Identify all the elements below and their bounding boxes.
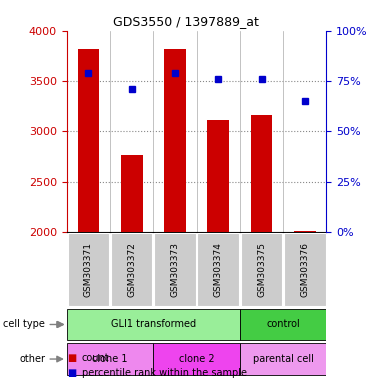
Text: count: count	[82, 353, 109, 363]
Text: GSM303371: GSM303371	[84, 242, 93, 297]
Text: other: other	[19, 354, 45, 364]
Text: ■: ■	[67, 353, 76, 363]
Bar	[294, 231, 316, 232]
Text: ■: ■	[67, 368, 76, 378]
FancyBboxPatch shape	[240, 343, 326, 374]
Text: GSM303373: GSM303373	[171, 242, 180, 297]
Text: GSM303375: GSM303375	[257, 242, 266, 297]
Bar	[78, 49, 99, 232]
Bar	[164, 49, 186, 232]
Text: GSM303376: GSM303376	[301, 242, 309, 297]
Text: GLI1 transformed: GLI1 transformed	[111, 319, 196, 329]
FancyBboxPatch shape	[197, 233, 239, 306]
Bar	[251, 115, 272, 232]
Bar	[121, 156, 142, 232]
FancyBboxPatch shape	[111, 233, 152, 306]
Text: GSM303372: GSM303372	[127, 242, 136, 297]
Text: control: control	[266, 319, 300, 329]
Text: clone 2: clone 2	[179, 354, 214, 364]
Text: percentile rank within the sample: percentile rank within the sample	[82, 368, 247, 378]
FancyBboxPatch shape	[153, 343, 240, 374]
Bar	[207, 120, 229, 232]
Text: GSM303374: GSM303374	[214, 242, 223, 297]
FancyBboxPatch shape	[67, 309, 240, 340]
FancyBboxPatch shape	[284, 233, 326, 306]
Text: clone 1: clone 1	[92, 354, 128, 364]
FancyBboxPatch shape	[240, 309, 326, 340]
Text: parental cell: parental cell	[253, 354, 313, 364]
FancyBboxPatch shape	[154, 233, 196, 306]
Text: cell type: cell type	[3, 319, 45, 329]
FancyBboxPatch shape	[67, 343, 153, 374]
Text: GDS3550 / 1397889_at: GDS3550 / 1397889_at	[112, 15, 259, 28]
FancyBboxPatch shape	[241, 233, 282, 306]
FancyBboxPatch shape	[68, 233, 109, 306]
